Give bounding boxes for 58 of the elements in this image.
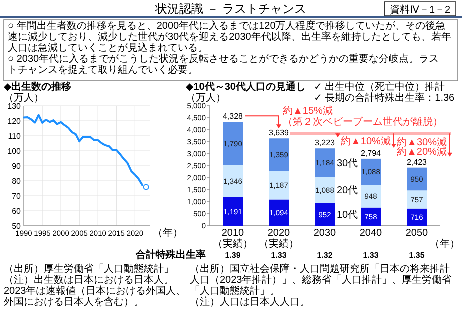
x-tick-label: 2030 — [314, 228, 337, 239]
y-tick-label: 110 — [8, 132, 22, 141]
annotation: （第２次ベビーブーム世代が離脱） — [283, 116, 443, 128]
text: ○ 年間出生者数の推移を見ると、2000年代に入るまでは120万人程度で推移していたが、その後急速に減少しており、減少した世代が30代を迎える2030年代以降、出生率を維持したとしても、若年人口は急減していくことが見込まれている。 — [8, 20, 452, 54]
bar — [407, 190, 427, 209]
series-label: 20代 — [337, 186, 358, 197]
text: ○ 2030年代に入るまでがこうした状況を反転させることができるかどうかの重要な分岐点。ラストチャンスを捉えて取り組んでいく必要。 — [8, 53, 440, 76]
y-axis-title: （万人） — [4, 93, 44, 104]
text: （出所）国立社会保障・人口問題研究所「日本の将来推計人口（2023年推計）」、総務省「人口推計」、厚生労働省「人口動態統計」。 — [190, 263, 452, 297]
annotation: 約▲15%減 — [283, 105, 333, 117]
text: 合計特殊出生率 — [135, 249, 206, 261]
y-tick-label: 90 — [12, 162, 22, 171]
y-tick-label: 60 — [12, 206, 22, 216]
total-label: 3,223 — [314, 138, 336, 148]
x-axis-title: （年） — [153, 227, 183, 239]
series-label: 30代 — [337, 158, 358, 170]
y-tick-label: 80 — [12, 176, 22, 186]
text: 1.33 — [271, 251, 288, 260]
text: （注）人口は日本人人口。 — [190, 296, 310, 308]
y-tick-label: 100 — [8, 146, 22, 156]
bar — [223, 165, 243, 198]
x-tick-label: 2050 — [406, 228, 429, 239]
y-tick-label: 50 — [12, 222, 22, 231]
bar — [223, 197, 243, 226]
bar — [269, 171, 289, 200]
text: （出所）厚生労働省「人口動態統計」 — [4, 263, 174, 275]
total-label: 2,794 — [360, 148, 382, 158]
y-axis-title: （万人） — [186, 93, 226, 104]
text: （注）出生数は日本における日本人。2023年は速報値（日本における外国人、外国における日本人を含む）。 — [4, 274, 186, 308]
total-label: 2,423 — [406, 158, 428, 167]
annotation: 約▲20%減 — [397, 146, 447, 158]
x-tick-label: 2010（実績） — [213, 228, 253, 250]
bar — [269, 200, 289, 226]
bar — [269, 138, 289, 172]
text: ✓ 長期の合計特殊出生率：1.36 — [314, 92, 456, 104]
text: ✓ 出生中位（死亡中位）推計 — [314, 81, 446, 93]
text: 1.33 — [363, 251, 380, 260]
bar — [361, 185, 381, 208]
bar — [223, 122, 243, 166]
total-label: 4,328 — [222, 112, 244, 122]
series-label: 10代 — [337, 210, 358, 222]
text: 1.35 — [409, 251, 426, 260]
x-tick-label: 2040 — [360, 228, 383, 239]
text: 1.32 — [317, 251, 334, 260]
bar — [315, 148, 335, 178]
bar — [315, 203, 335, 226]
chart-title: ◆出生数の推移 — [4, 81, 72, 93]
y-tick-label: 70 — [12, 192, 22, 201]
chart-title: ◆10代～30代人口の見通し — [186, 81, 306, 93]
annotation: 約▲10%減 — [341, 136, 391, 148]
y-tick-label: 130 — [8, 102, 22, 111]
text: 1.39 — [225, 251, 242, 260]
text: 資料Ⅳ－1－2 — [390, 4, 452, 16]
x-axis-title: （年） — [430, 238, 460, 250]
x-tick-label: 2020（実績） — [259, 228, 299, 250]
total-label: 3,639 — [268, 128, 290, 138]
text: 状況認識 － ラストチャンス — [154, 2, 306, 16]
y-tick-label: 120 — [8, 116, 22, 126]
